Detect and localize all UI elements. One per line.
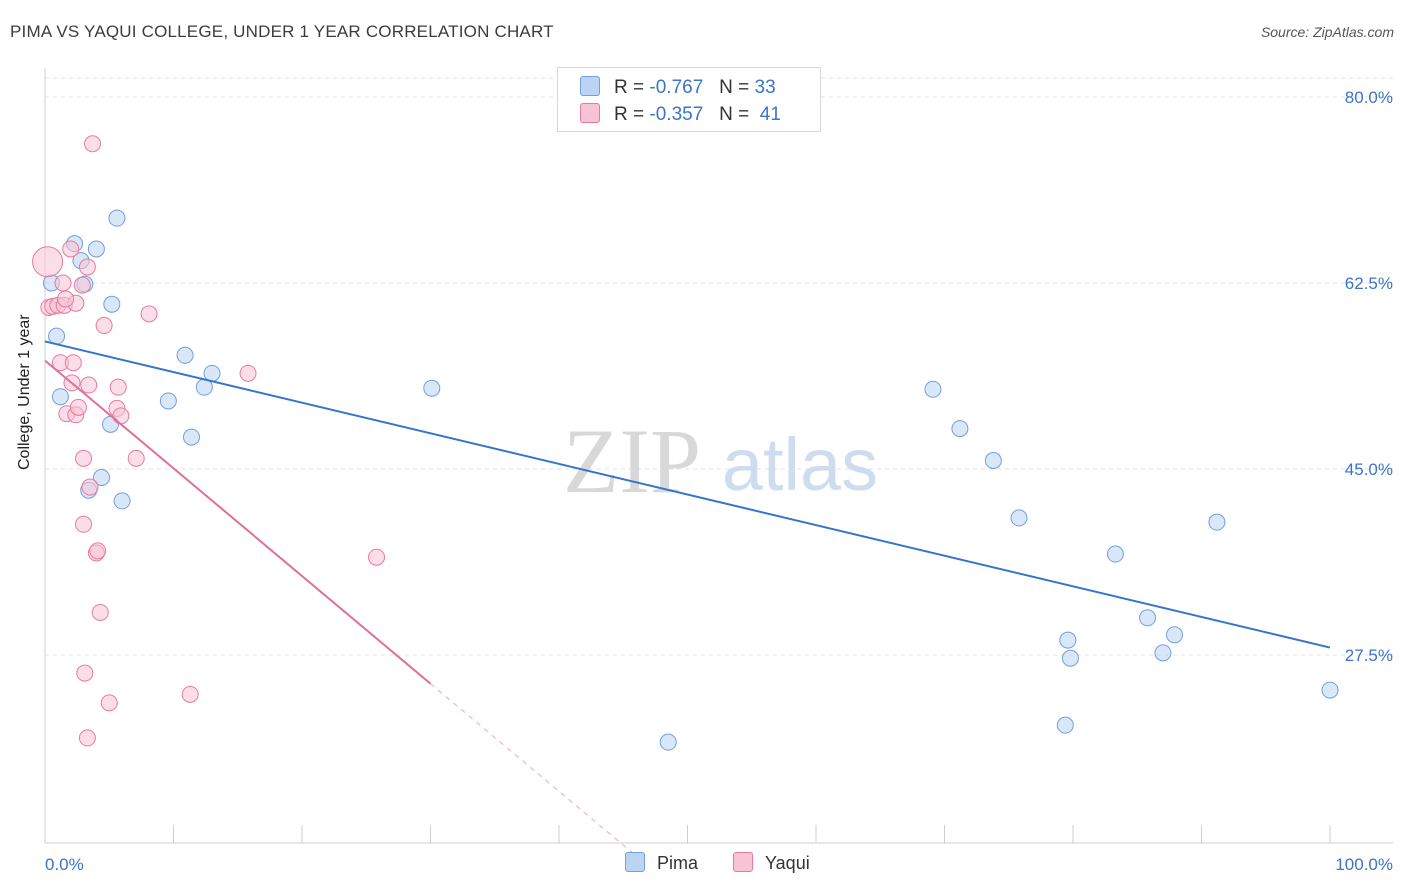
pima-point bbox=[93, 469, 111, 487]
legend-row-yaqui: R = -0.357 N = 41 bbox=[580, 103, 781, 126]
legend-n-label: N = bbox=[719, 77, 750, 98]
y-tick-label: 62.5% bbox=[1345, 274, 1393, 293]
pima-point bbox=[159, 392, 177, 410]
yaqui-point bbox=[84, 135, 102, 153]
yaqui-point bbox=[32, 246, 64, 278]
data-points bbox=[32, 135, 1339, 751]
bottom-legend-label-pima: Pima bbox=[657, 853, 699, 873]
pima-point bbox=[1321, 681, 1339, 699]
yaqui-point bbox=[140, 305, 158, 323]
pima-point bbox=[984, 451, 1002, 469]
pima-point bbox=[108, 209, 126, 227]
legend-swatch-yaqui bbox=[580, 103, 600, 123]
pima-point bbox=[1139, 609, 1157, 627]
legend-n-value-pima: 33 bbox=[754, 77, 776, 98]
watermark-zip: ZIP bbox=[563, 410, 701, 512]
y-tick-label: 80.0% bbox=[1345, 88, 1393, 107]
legend-row-pima: R = -0.767 N = 33 bbox=[580, 76, 776, 99]
pima-point bbox=[87, 240, 105, 258]
yaqui-point bbox=[78, 729, 96, 747]
bottom-legend-yaqui: Yaqui bbox=[733, 852, 810, 874]
y-tick-label: 27.5% bbox=[1345, 646, 1393, 665]
yaqui-point bbox=[127, 449, 145, 467]
pima-point bbox=[113, 492, 131, 510]
pima-point bbox=[182, 428, 200, 446]
yaqui-point bbox=[95, 317, 113, 335]
yaqui-point bbox=[64, 354, 82, 372]
yaqui-point bbox=[54, 274, 72, 292]
pima-point bbox=[951, 420, 969, 438]
yaqui-point bbox=[78, 258, 96, 276]
yaqui-point bbox=[57, 290, 75, 308]
yaqui-point bbox=[73, 276, 91, 294]
x-tick-label: 100.0% bbox=[1335, 855, 1393, 874]
pima-trend-line bbox=[44, 340, 1331, 649]
tick-labels: 27.5% 45.0% 62.5% 80.0% 0.0% 100.0% bbox=[45, 88, 1393, 874]
yaqui-point bbox=[76, 664, 94, 682]
yaqui-point bbox=[181, 685, 199, 703]
yaqui-point bbox=[75, 515, 93, 533]
legend-swatch-pima bbox=[580, 76, 600, 96]
pima-point bbox=[1010, 509, 1028, 527]
yaqui-point bbox=[112, 407, 130, 425]
legend-r-label: R = bbox=[614, 77, 645, 98]
legend-n-label: N = bbox=[719, 104, 750, 125]
pima-point bbox=[51, 388, 69, 406]
chart-title: PIMA VS YAQUI COLLEGE, UNDER 1 YEAR CORR… bbox=[10, 22, 554, 41]
y-tick-label: 45.0% bbox=[1345, 460, 1393, 479]
pima-point bbox=[176, 346, 194, 364]
yaqui-point bbox=[80, 376, 98, 394]
bottom-legend-swatch-yaqui bbox=[733, 852, 753, 872]
watermark: ZIP atlas bbox=[563, 410, 878, 512]
bottom-legend-pima: Pima bbox=[625, 852, 698, 874]
yaqui-point bbox=[100, 694, 118, 712]
pima-point bbox=[423, 379, 441, 397]
pima-point bbox=[1061, 649, 1079, 667]
yaqui-point bbox=[109, 378, 127, 396]
legend-r-label: R = bbox=[614, 104, 645, 125]
yaqui-point bbox=[69, 398, 87, 416]
yaqui-point bbox=[75, 449, 93, 467]
watermark-atlas: atlas bbox=[722, 423, 878, 506]
yaqui-point bbox=[81, 478, 99, 496]
axes bbox=[44, 68, 1393, 844]
bottom-legend-swatch-pima bbox=[625, 852, 645, 872]
pima-point bbox=[1056, 716, 1074, 734]
pima-point bbox=[1154, 644, 1172, 662]
yaqui-point bbox=[239, 364, 257, 382]
trend-lines bbox=[44, 340, 1331, 857]
pima-point bbox=[48, 327, 66, 345]
yaqui-point bbox=[368, 548, 386, 566]
yaqui-point bbox=[91, 603, 109, 621]
pima-point bbox=[1208, 513, 1226, 531]
bottom-legend-label-yaqui: Yaqui bbox=[765, 853, 810, 873]
yaqui-trend-line bbox=[44, 359, 432, 685]
pima-point bbox=[1106, 545, 1124, 563]
pima-point bbox=[659, 733, 677, 751]
yaqui-trend-extension bbox=[430, 683, 637, 857]
legend-box: R = -0.767 N = 33 R = -0.357 N = 41 bbox=[557, 67, 821, 132]
legend-r-value-yaqui: -0.357 bbox=[649, 104, 704, 125]
yaqui-point bbox=[62, 240, 80, 258]
pima-point bbox=[1166, 626, 1184, 644]
pima-point bbox=[1059, 631, 1077, 649]
legend-r-value-pima: -0.767 bbox=[649, 77, 704, 98]
pima-point bbox=[924, 380, 942, 398]
source-label: Source: ZipAtlas.com bbox=[1260, 24, 1394, 40]
legend-n-value-yaqui: 41 bbox=[759, 104, 781, 125]
pima-point bbox=[103, 295, 121, 313]
x-tick-label: 0.0% bbox=[45, 855, 84, 874]
yaqui-point bbox=[89, 542, 107, 560]
